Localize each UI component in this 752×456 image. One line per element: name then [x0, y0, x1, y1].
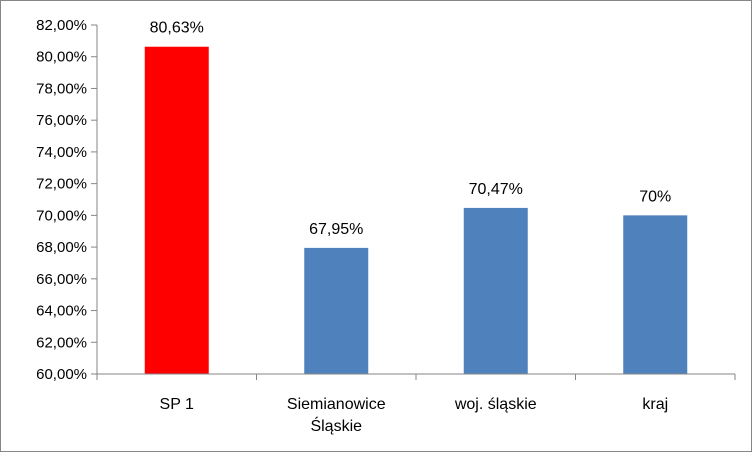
bars [144, 46, 688, 374]
category-labels: SP 1 Siemianowice Śląskie woj. śląskie kraj [160, 396, 669, 435]
bar [304, 247, 369, 374]
category-label: SP 1 [160, 396, 195, 413]
y-tick-label: 62,00% [36, 334, 87, 351]
bar [623, 215, 688, 374]
category-label: woj. śląskie [454, 396, 537, 413]
y-tick-label: 68,00% [36, 239, 87, 256]
y-tick-label: 82,00% [36, 17, 87, 34]
data-label: 70,47% [469, 181, 523, 198]
y-tick-label: 70,00% [36, 207, 87, 224]
y-tick-label: 78,00% [36, 80, 87, 97]
category-label: Śląskie [310, 416, 362, 435]
category-label: Siemianowice [287, 396, 386, 413]
data-labels: 80,63% 67,95% 70,47% 70% [150, 20, 672, 238]
y-tick-label: 60,00% [36, 366, 87, 383]
y-axis-ticks: 60,00% 62,00% 64,00% 66,00% 68,00% 70,00% 72,0… [36, 17, 97, 383]
y-tick-label: 74,00% [36, 144, 87, 161]
data-label: 67,95% [309, 221, 363, 238]
y-tick-label: 80,00% [36, 49, 87, 66]
bar [144, 46, 209, 374]
y-tick-label: 66,00% [36, 271, 87, 288]
y-tick-label: 76,00% [36, 112, 87, 129]
y-tick-label: 64,00% [36, 303, 87, 320]
data-label: 70% [639, 188, 671, 205]
y-tick-label: 72,00% [36, 176, 87, 193]
x-axis-ticks [96, 374, 736, 380]
category-label: kraj [642, 396, 668, 413]
bar [463, 207, 528, 374]
data-label: 80,63% [150, 20, 204, 37]
